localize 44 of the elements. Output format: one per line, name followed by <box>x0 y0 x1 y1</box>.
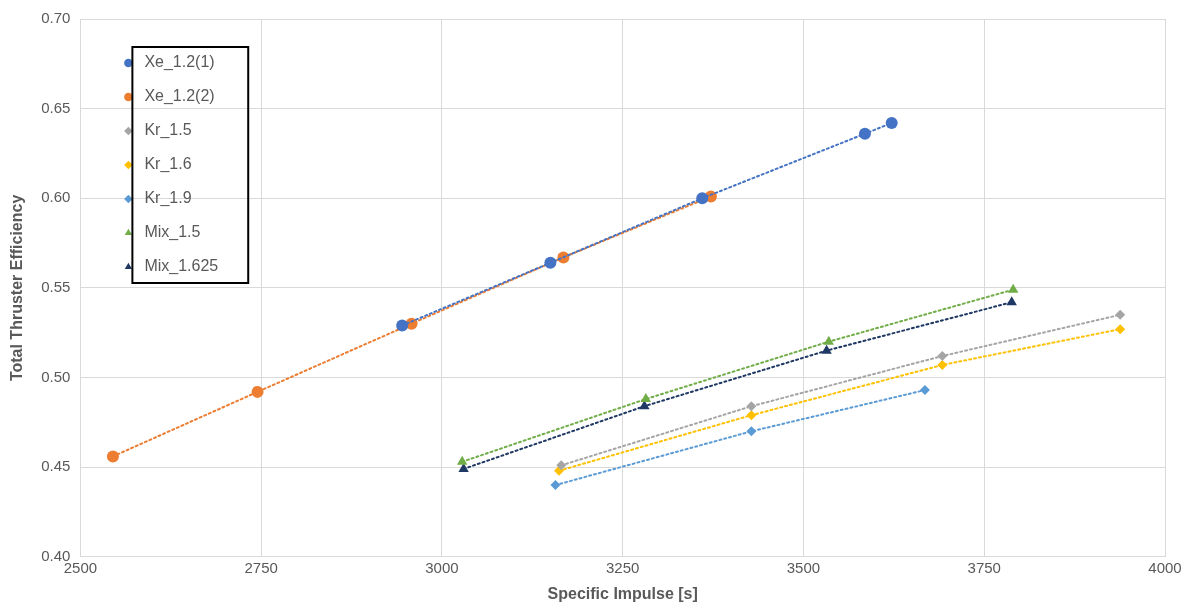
point <box>858 127 871 140</box>
point <box>1007 283 1019 293</box>
point <box>640 393 652 403</box>
y-tick-label: 0.50 <box>41 367 71 385</box>
x-tick-label: 3750 <box>967 558 1001 576</box>
point <box>1115 309 1126 320</box>
point <box>456 455 468 465</box>
point <box>550 480 561 491</box>
point <box>746 401 757 412</box>
point <box>251 385 264 398</box>
x-axis-title: Specific Impulse [s] <box>547 584 698 602</box>
point <box>919 385 930 396</box>
point <box>885 116 898 129</box>
x-tick-label: 3250 <box>606 558 640 576</box>
legend-label: Xe_1.2(1) <box>144 53 215 72</box>
legend-label: Kr_1.9 <box>144 189 192 208</box>
point <box>937 359 948 370</box>
y-tick-label: 0.70 <box>41 9 71 27</box>
y-tick-label: 0.60 <box>41 188 71 206</box>
point <box>746 426 757 437</box>
y-tick-label: 0.65 <box>41 98 71 116</box>
point <box>823 335 834 345</box>
point <box>1115 324 1126 335</box>
point <box>1006 296 1017 306</box>
x-tick-label: 2750 <box>244 558 278 576</box>
point <box>544 256 557 269</box>
point <box>746 410 757 421</box>
legend-label: Xe_1.2(2) <box>144 87 215 106</box>
legend-label: Kr_1.6 <box>144 155 192 174</box>
legend-label: Kr_1.5 <box>144 121 192 140</box>
legend-label: Mix_1.5 <box>144 223 201 242</box>
point <box>396 319 409 332</box>
x-tick-label: 4000 <box>1148 558 1182 576</box>
y-axis-title: Total Thruster Efficiency <box>8 194 26 382</box>
y-tick-label: 0.55 <box>41 278 71 296</box>
point <box>556 460 567 471</box>
x-tick-label: 3000 <box>425 558 459 576</box>
point <box>937 351 948 362</box>
point <box>106 450 119 463</box>
legend-label: Mix_1.625 <box>144 257 219 276</box>
point <box>821 344 832 354</box>
point <box>696 192 709 205</box>
x-tick-label: 3500 <box>786 558 821 576</box>
y-tick-label: 0.45 <box>41 457 71 475</box>
